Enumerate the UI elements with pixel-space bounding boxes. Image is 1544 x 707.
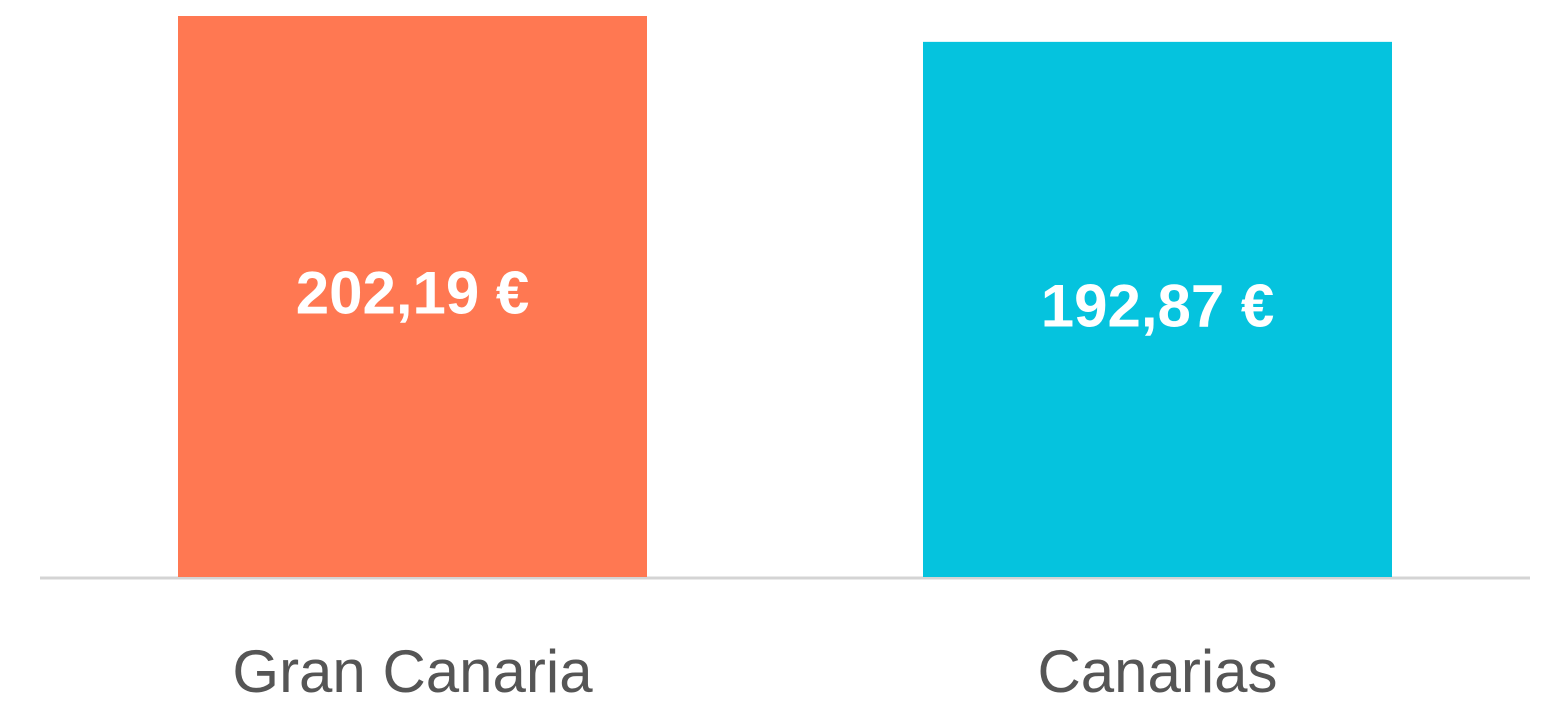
x-tick-label: Canarias (1037, 638, 1277, 705)
x-tick-label: Gran Canaria (232, 638, 593, 705)
value-label: 192,87 € (1041, 272, 1275, 339)
bar (923, 41, 1392, 578)
bar (178, 16, 647, 577)
value-label: 202,19 € (296, 259, 530, 326)
